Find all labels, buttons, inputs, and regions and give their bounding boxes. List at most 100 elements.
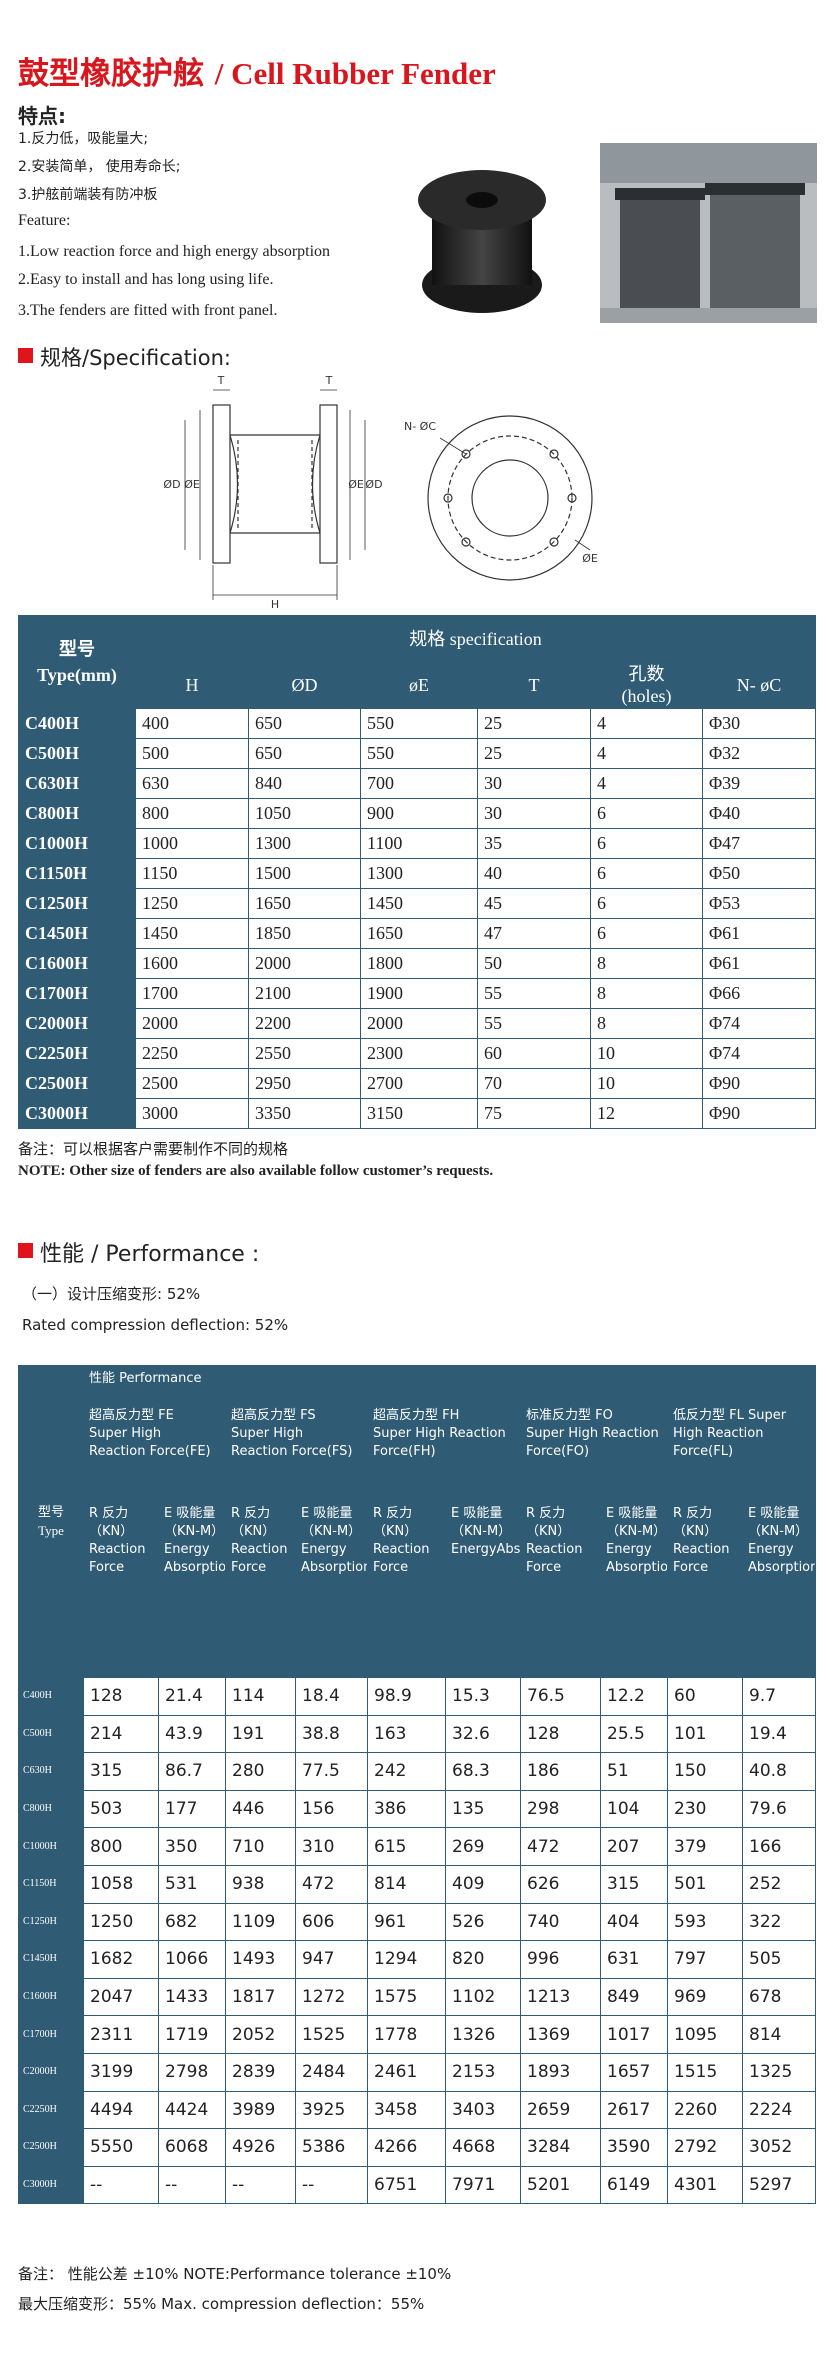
cell: 710 [225,1827,296,1866]
cell: 214 [83,1714,159,1754]
data-row: C1250H 1250 682 1109 606 961 526 740 404 593 322 [18,1902,817,1942]
type-cell: C500H [18,1714,84,1754]
energy-header: E 吸能量（KN-M）Energy Absorption [158,1500,226,1678]
group-row: 超高反力型 FE Super High Reaction Force(FE) 超高反… [19,1402,817,1501]
type-cell: C800H [18,798,136,829]
cell: 4668 [445,2128,521,2167]
performance-heading: 性能 / Performance : [40,1236,259,1268]
cell: 1682 [83,1940,159,1979]
cell: 682 [158,1902,226,1942]
cell: 1433 [158,1977,226,2017]
cell: 177 [158,1789,226,1829]
group-name: 低反力型 FL Super [673,1408,787,1423]
reaction-header: R 反力（KN）Reaction Force [225,1500,296,1678]
cell: Φ40 [701,798,817,829]
cell: 3000 [135,1098,249,1129]
cell: 4926 [225,2128,296,2167]
cell: 6 [590,828,703,859]
group-subtitle: High Reaction Force(FL) [673,1426,764,1459]
cell: 75 [477,1098,591,1129]
reaction-header: R 反力（KN）Reaction Force [367,1500,446,1678]
cell: 19.4 [741,1714,817,1754]
feature-en: 3.The fenders are fitted with front pane… [18,302,278,319]
cell: 1893 [520,2052,601,2092]
type-cell: C3000H [18,2165,84,2205]
cell: 47 [477,918,591,949]
cell: 1450 [360,888,478,919]
cell: 700 [360,768,478,799]
cell: 6068 [158,2128,226,2167]
type-cell: C1250H [18,1902,84,1942]
compression-cn: （一）设计压缩变形: 52% [22,1285,201,1303]
type-cell: C1450H [18,918,136,949]
cell: 820 [445,1940,521,1979]
cell: 840 [248,768,361,799]
column-header-text: 孔数 [628,663,665,684]
cell: 1017 [600,2015,668,2054]
cell: 191 [225,1714,296,1754]
type-cell: C1250H [18,888,136,919]
data-row: C800H 800 1050 900 30 6 Φ40 [18,798,817,829]
data-row: C1000H 800 350 710 310 615 269 472 207 379 166 [18,1827,817,1866]
cell: 242 [367,1752,446,1791]
data-row: C2250H 2250 2550 2300 60 10 Φ74 [18,1038,817,1069]
type-cell: C1150H [18,1864,84,1904]
spec-heading: 规格/Specification: [40,346,231,370]
features-heading: 特点: [18,104,66,128]
cell: 1850 [248,918,361,949]
cell: Φ50 [701,858,817,889]
cell: Φ61 [701,918,817,949]
cell: 1657 [600,2052,668,2092]
cell: 166 [741,1827,817,1866]
cell: 30 [477,798,591,829]
cell: 5386 [295,2128,368,2167]
cell: 2047 [83,1977,159,2017]
cell: 30 [477,768,591,799]
cell: 50 [477,948,591,979]
cell: 2550 [248,1038,361,1069]
cell: 101 [667,1714,743,1754]
cell: 6149 [600,2165,668,2205]
cell: 1000 [135,828,249,859]
cell: 814 [367,1864,446,1904]
type-cell: C3000H [18,1098,136,1129]
cell: 3150 [360,1098,478,1129]
cell: 230 [667,1789,743,1829]
cell: 2798 [158,2052,226,2092]
heading-en: / Performance : [91,1242,260,1267]
data-row: C400H 128 21.4 114 18.4 98.9 15.3 76.5 12.2 60 9.7 [18,1677,817,1716]
cell: 996 [520,1940,601,1979]
type-cell: C1700H [18,2015,84,2054]
cell: 4 [590,708,703,739]
cell: 3458 [367,2090,446,2130]
type-cell: C1000H [18,828,136,859]
cell: 25 [477,708,591,739]
reaction-header: R 反力（KN）Reaction Force [83,1500,159,1678]
cell: 3925 [295,2090,368,2130]
cell: 15.3 [445,1677,521,1716]
cell: 814 [741,2015,817,2054]
energy-header: E 吸能量（KN-M）Energy Absorption [295,1500,368,1678]
cell: -- [295,2165,368,2205]
cell: 400 [135,708,249,739]
feature-cn: 2.安装简单， 使用寿命长; [18,159,181,175]
data-row: C2500H 2500 2950 2700 70 10 Φ90 [18,1068,817,1099]
cell: 503 [83,1789,159,1829]
cell: 446 [225,1789,296,1829]
data-row: C800H 503 177 446 156 386 135 298 104 230 79.6 [18,1789,817,1829]
data-row: C1250H 1250 1650 1450 45 6 Φ53 [18,888,817,919]
cell: 104 [600,1789,668,1829]
cell: 631 [600,1940,668,1979]
cell: 1450 [135,918,249,949]
cell: 900 [360,798,478,829]
group-name: 超高反力型 FH [373,1408,460,1423]
diagram-label: ØD [365,478,382,491]
cell: 40 [477,858,591,889]
column-header-text: N- øC [736,674,782,695]
cell: Φ66 [701,978,817,1009]
cell: 8 [590,948,703,979]
cell: 51 [600,1752,668,1791]
cell: 526 [445,1902,521,1942]
title-row: 型号 Type 性能 Performance [18,1365,817,1678]
